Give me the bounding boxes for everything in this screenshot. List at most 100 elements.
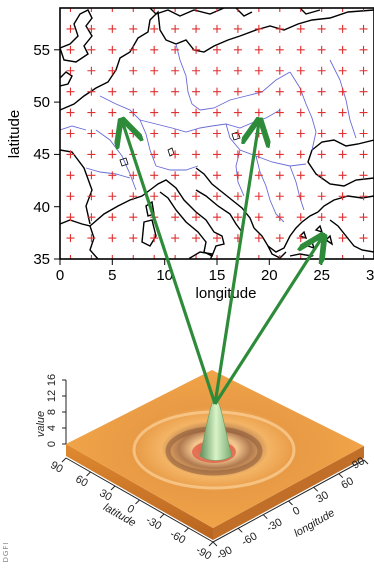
z-tick-label: 16 <box>46 374 58 386</box>
grid-marker <box>192 129 201 138</box>
grid-marker <box>66 108 75 117</box>
x-tick-label: 15 <box>209 267 226 284</box>
lon-tick-label: 30 <box>314 489 331 506</box>
grid-marker <box>359 45 368 54</box>
grid-marker <box>66 150 75 159</box>
grid-marker <box>192 87 201 96</box>
grid-marker <box>150 24 159 33</box>
grid-marker <box>192 255 201 259</box>
grid-marker <box>338 108 347 117</box>
lon-tick-label: -90 <box>215 544 235 562</box>
map-x-ticks <box>59 259 323 265</box>
grid-marker <box>275 234 284 243</box>
grid-marker <box>87 66 96 75</box>
grid-marker <box>171 24 180 33</box>
grid-marker <box>275 150 284 159</box>
grid-marker <box>317 24 326 33</box>
y-tick-label: 40 <box>33 199 50 216</box>
grid-marker <box>317 213 326 222</box>
grid-marker <box>87 8 96 12</box>
y-tick-label: 45 <box>33 146 50 163</box>
grid-marker <box>275 66 284 75</box>
grid-marker <box>150 192 159 201</box>
grid-marker <box>338 45 347 54</box>
grid-marker <box>66 8 75 12</box>
grid-marker <box>87 192 96 201</box>
x-tick-label: 5 <box>108 267 116 284</box>
grid-marker <box>213 129 221 138</box>
grid-marker <box>338 213 347 222</box>
grid-marker <box>150 45 159 54</box>
grid-marker <box>233 129 242 138</box>
grid-marker <box>254 45 263 54</box>
grid-marker <box>296 108 305 117</box>
grid-marker <box>275 171 284 180</box>
grid-marker <box>108 87 117 96</box>
grid-marker <box>317 8 326 12</box>
grid-marker <box>296 8 305 12</box>
grid-marker <box>192 66 201 75</box>
grid-marker <box>296 66 305 75</box>
grid-marker <box>150 129 159 138</box>
y-tick-label: 55 <box>33 42 50 59</box>
grid-marker <box>192 234 201 243</box>
grid-marker <box>213 213 221 222</box>
grid-marker <box>359 108 368 117</box>
grid-marker <box>129 45 138 54</box>
grid-marker <box>213 234 221 243</box>
grid-marker <box>66 45 75 54</box>
lat-tick-label: -60 <box>168 528 188 546</box>
x-tick-label: 20 <box>261 267 278 284</box>
grid-marker <box>233 87 242 96</box>
grid-marker <box>296 171 305 180</box>
grid-marker <box>254 213 263 222</box>
grid-marker <box>275 45 284 54</box>
grid-marker <box>317 129 326 138</box>
link-arrow <box>213 123 259 405</box>
grid-marker <box>359 255 368 259</box>
grid-marker <box>129 255 138 259</box>
map-panel: 0 5 10 15 20 25 30 35 40 45 50 55 longit… <box>6 7 374 302</box>
lat-tick-label: -90 <box>194 544 214 562</box>
grid-marker <box>317 66 326 75</box>
grid-marker <box>108 24 117 33</box>
grid-marker <box>171 45 180 54</box>
grid-marker <box>296 45 305 54</box>
grid-marker <box>171 66 180 75</box>
grid-marker <box>150 66 159 75</box>
grid-marker <box>233 24 242 33</box>
lon-tick-label: 0 <box>291 505 302 518</box>
grid-marker <box>275 24 284 33</box>
surface-panel: 0 4 8 12 16 value 90 60 30 0 -30 -60 -90… <box>35 370 369 563</box>
surface-plate-side-right <box>213 446 364 540</box>
grid-marker <box>254 255 263 259</box>
grid-marker <box>108 150 117 159</box>
grid-marker <box>359 213 368 222</box>
grid-marker <box>275 87 284 96</box>
grid-marker <box>213 192 221 201</box>
grid-marker <box>66 213 75 222</box>
grid-marker <box>129 66 138 75</box>
grid-marker <box>171 150 180 159</box>
x-axis-title: longitude <box>196 285 257 302</box>
link-arrow <box>123 123 217 405</box>
lat-axis-ticks <box>61 457 214 547</box>
grid-marker <box>338 8 347 12</box>
grid-marker <box>192 8 201 12</box>
grid-marker <box>171 87 180 96</box>
grid-marker <box>213 45 221 54</box>
grid-marker <box>129 8 138 12</box>
grid-marker <box>338 87 347 96</box>
lon-tick-label: -60 <box>240 530 260 548</box>
grid-marker <box>359 66 368 75</box>
grid-marker <box>338 66 347 75</box>
grid-marker <box>254 87 263 96</box>
grid-marker <box>317 108 326 117</box>
grid-marker <box>171 192 180 201</box>
grid-marker <box>213 255 221 259</box>
grid-marker <box>213 108 221 117</box>
grid-marker <box>108 213 117 222</box>
grid-marker <box>338 171 347 180</box>
grid-marker <box>233 66 242 75</box>
